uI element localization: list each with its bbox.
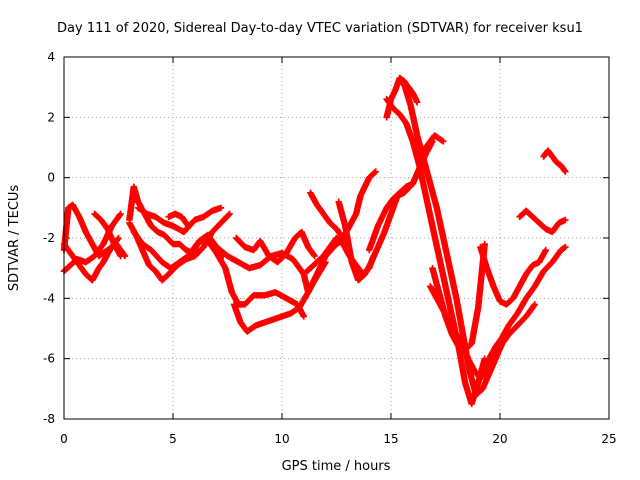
data-point xyxy=(371,169,379,176)
y-tick-label: -8 xyxy=(43,412,55,426)
y-tick-labels: -8 -6 -4 -2 0 2 4 xyxy=(43,50,55,426)
y-axis-label: SDTVAR / TECUs xyxy=(7,185,22,292)
y-tick-label: 2 xyxy=(47,110,55,124)
data-point xyxy=(300,313,307,320)
data-point xyxy=(226,210,233,218)
plot-frame xyxy=(63,56,610,420)
y-tick-label: -4 xyxy=(43,291,55,305)
x-tick-label: 15 xyxy=(383,432,398,446)
x-tick-label: 25 xyxy=(601,432,616,446)
data-point xyxy=(225,211,233,218)
data-point xyxy=(217,204,225,212)
chart-title: Day 111 of 2020, Sidereal Day-to-day VTE… xyxy=(57,21,583,36)
data-point xyxy=(562,168,569,175)
x-tick-label: 20 xyxy=(492,432,507,446)
data-point xyxy=(311,252,318,260)
x-tick-label: 10 xyxy=(274,432,289,446)
y-tick-label: -6 xyxy=(43,352,55,366)
data-point xyxy=(372,168,379,175)
data-point xyxy=(413,99,421,106)
data-point xyxy=(531,301,539,308)
y-tick-label: -2 xyxy=(43,231,55,245)
data-point xyxy=(542,246,549,254)
data-point xyxy=(117,252,124,260)
data-point xyxy=(115,234,122,242)
data-point xyxy=(117,210,124,218)
x-tick-label: 0 xyxy=(60,432,68,446)
data-point xyxy=(562,216,569,224)
data-point xyxy=(562,243,569,251)
data-point xyxy=(185,222,192,230)
data-point xyxy=(440,138,447,145)
x-axis-label: GPS time / hours xyxy=(282,459,391,474)
data-points xyxy=(60,74,569,408)
x-tick-labels: 0 5 10 15 20 25 xyxy=(60,432,616,446)
x-tick-label: 5 xyxy=(169,432,177,446)
y-tick-label: 0 xyxy=(47,171,55,185)
data-point xyxy=(481,240,488,248)
y-tick-label: 4 xyxy=(47,50,55,64)
